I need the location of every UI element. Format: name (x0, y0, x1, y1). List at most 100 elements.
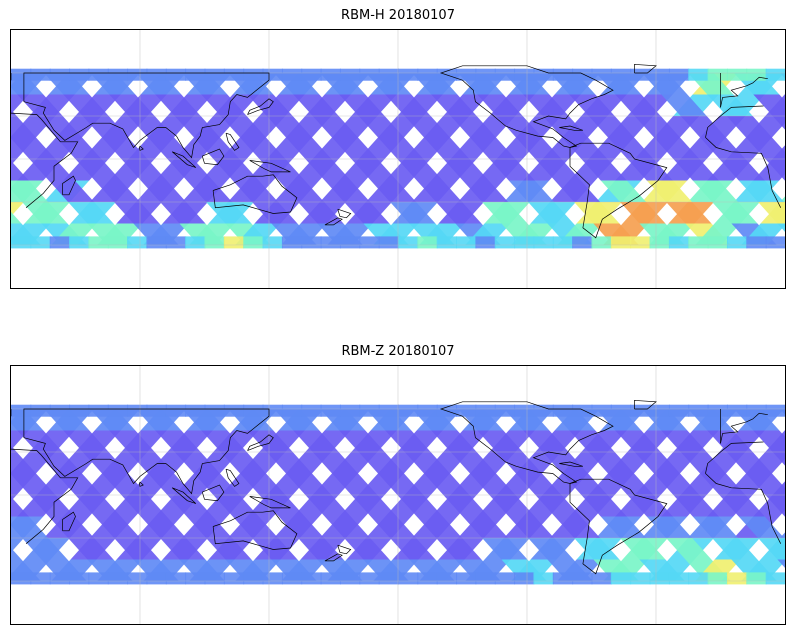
swath-strip (456, 572, 477, 585)
coastlines (11, 64, 782, 239)
swath-strip (475, 572, 496, 585)
swath-segment (462, 516, 509, 538)
swath-strip (320, 236, 341, 249)
swath-segment (535, 495, 581, 517)
swath-segment (554, 516, 601, 538)
swath-segment (94, 180, 141, 202)
swath-strip (107, 572, 129, 585)
swath-segment (470, 137, 516, 159)
swath-strip (146, 572, 167, 585)
swath-strip (436, 572, 458, 585)
swath-strip (630, 236, 651, 249)
swath-strip (591, 236, 612, 249)
coastline-new-zealand-north (337, 208, 352, 219)
swath-segment (94, 516, 141, 538)
swath-segment (581, 495, 627, 517)
swath-strip (572, 404, 593, 417)
swath-strip (320, 572, 341, 585)
swath-strip (165, 236, 187, 249)
swath-segment (758, 538, 785, 560)
swath-strip (610, 572, 632, 585)
swath-segment (738, 516, 785, 538)
swath-strip (610, 236, 632, 249)
swath-segment (312, 452, 359, 474)
swath-strip (630, 404, 651, 417)
swath-strip (49, 572, 71, 585)
swath-strip (552, 572, 574, 585)
swath-segment (160, 202, 206, 224)
swath-strip (204, 68, 225, 81)
coastline-europe (720, 76, 768, 108)
swath-segment (305, 159, 351, 181)
swath-segment (121, 159, 167, 181)
coastline-africa (11, 112, 79, 208)
swath-segment (17, 430, 63, 452)
swath-segment (358, 116, 405, 138)
swath-strip (30, 572, 51, 585)
coastlines (11, 400, 782, 575)
swath-segment (489, 495, 535, 517)
swath-strip (572, 236, 593, 249)
swath-segment (56, 473, 102, 495)
swath-segment (404, 116, 451, 138)
swath-segment (121, 495, 167, 517)
swath-segment (680, 116, 727, 138)
swath-segment (68, 538, 114, 560)
swath-strip (30, 68, 51, 81)
swath-strip (204, 572, 225, 585)
coastline-sri-lanka (139, 481, 144, 487)
swath-strip (552, 236, 574, 249)
coastline-greenland-edge (634, 400, 657, 410)
swath-segment (11, 116, 37, 138)
coastline-new-guinea (249, 496, 291, 509)
swath-strip (88, 68, 109, 81)
swath-strip (514, 236, 535, 249)
coastline-australia (212, 510, 298, 550)
swath-segment (312, 116, 359, 138)
swath-strip (320, 68, 341, 81)
swath-strip (204, 236, 225, 249)
coastline-cuba (559, 125, 584, 131)
swath-segment (232, 180, 279, 202)
swath-segment (332, 473, 378, 495)
coastline-africa (705, 105, 764, 138)
swath-segment (29, 159, 75, 181)
swath-segment (247, 430, 293, 452)
swath-strip (185, 404, 206, 417)
swath-segment (661, 94, 707, 116)
swath-segment (436, 538, 482, 560)
swath-strip (11, 236, 32, 249)
swath-strip (552, 404, 574, 417)
swath-strip (746, 68, 767, 81)
swath-segment (266, 116, 313, 138)
swath-segment (201, 430, 247, 452)
swath-strip (572, 68, 593, 81)
swath-strip (378, 572, 399, 585)
swath-segment (114, 202, 160, 224)
swath-segment (160, 538, 206, 560)
coastline-south-america (569, 478, 668, 575)
swath-segment (82, 452, 129, 474)
swath-strip (49, 404, 71, 417)
swath-strip (707, 68, 728, 81)
swath-strip (591, 572, 612, 585)
swath-segment (278, 516, 325, 538)
coastline-sumatra (172, 151, 197, 168)
swath-segment (17, 94, 63, 116)
swath-segment (155, 430, 201, 452)
swath-strip (746, 236, 767, 249)
swath-segment (102, 473, 148, 495)
swath-segment (339, 430, 385, 452)
swath-segment (707, 430, 753, 452)
swath-strip (49, 68, 71, 81)
swath-strip (726, 404, 748, 417)
swath-strip (30, 236, 51, 249)
swath-strip (456, 68, 477, 81)
swath-segment (174, 452, 221, 474)
swath-segment (470, 473, 516, 495)
swath-segment (358, 452, 405, 474)
swath-strip (204, 404, 225, 417)
swath-segment (247, 94, 293, 116)
swath-strip (262, 404, 283, 417)
swath-strip (243, 404, 264, 417)
